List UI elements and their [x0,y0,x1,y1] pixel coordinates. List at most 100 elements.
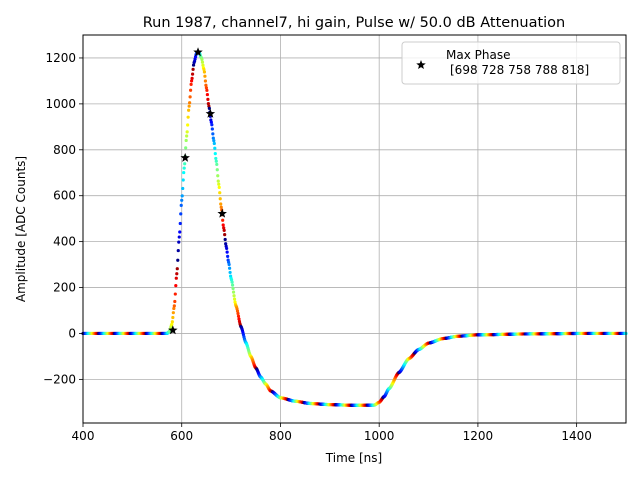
pulse-point [215,162,219,167]
pulse-point [223,237,227,242]
y-tick-label: 600 [53,189,76,203]
x-tick-label: 1000 [364,429,395,443]
pulse-point [216,174,220,178]
pulse-point [189,82,193,86]
y-tick-label: 400 [53,235,76,249]
pulse-point [181,178,185,182]
pulse-point [231,290,236,294]
pulse-point [190,72,195,76]
pulse-point [222,226,226,230]
pulse-point [221,223,225,227]
y-tick-label: 1200 [45,51,76,65]
pulse-point [188,95,192,99]
max-phase-star [205,108,216,118]
pulse-point [183,162,187,166]
pulse-point [212,141,216,146]
pulse-point [237,317,241,321]
y-tick-label: 0 [68,326,76,340]
pulse-point [230,283,235,287]
pulse-point [177,235,181,239]
pulse-point [185,134,189,138]
pulse-point [177,240,181,244]
x-tick-label: 400 [72,429,95,443]
pulse-point [211,132,215,136]
legend: Max Phase [698 728 758 788 818] [401,41,621,85]
y-tick-label: 1000 [45,97,76,111]
pulse-point [174,276,178,280]
pulse-point [182,170,186,175]
pulse-point [191,67,195,71]
x-tick-label: 600 [170,429,193,443]
pulse-point [170,322,174,326]
pulse-point [201,63,205,67]
pulse-point [174,284,178,288]
pulse-point [189,88,193,92]
max-phase-star [168,325,178,335]
pulse-point [219,202,223,206]
legend-star-icon [416,60,426,70]
pulse-curve-dots [81,50,628,407]
pulse-point [231,286,235,291]
pulse-point [230,280,234,284]
pulse-point [180,198,184,202]
pulse-point [214,156,218,161]
x-axis-ticks: 400 600 800 1000 1200 1400 [72,423,592,443]
pulse-point [190,79,194,83]
pulse-point [175,267,179,271]
pulse-point [204,86,209,90]
chart-title: Run 1987, channel7, hi gain, Pulse w/ 50… [143,15,566,31]
x-axis-label: Time [ns] [325,451,382,465]
pulse-point [228,270,232,275]
pulse-point [182,166,186,170]
x-tick-label: 1200 [463,429,494,443]
pulse-point [203,79,208,83]
pulse-point [212,139,216,143]
pulse-point [222,228,226,232]
pulse-point [236,311,240,316]
grid-lines [82,35,626,423]
pulse-point [186,115,190,119]
pulse-point [176,248,180,253]
legend-label-line2: [698 728 758 788 818] [450,63,589,77]
pulse-point [180,194,184,198]
pulse-point [184,138,188,143]
pulse-point [207,106,211,110]
pulse-point [218,191,222,195]
pulse-point [228,266,232,270]
pulse-point [179,203,183,207]
pulse-point [213,146,217,150]
pulse-point [211,136,215,140]
plot-frame [82,34,627,424]
pulse-point [227,262,231,267]
pulse-point [236,314,241,318]
pulse-point [172,306,176,311]
pulse-point [171,315,175,320]
pulse-point [175,272,179,276]
pulse-point [224,242,228,246]
pulse-point [203,74,207,78]
pulse-point [225,246,229,251]
pulse-point [223,233,227,237]
pulse-point [232,297,237,301]
pulse-point [217,185,221,189]
pulse-point [170,320,174,324]
y-axis-ticks: −200 0 200 400 600 800 1000 1200 [43,51,83,386]
pulse-point [209,120,213,124]
max-phase-markers [168,47,227,335]
pulse-point [235,309,240,313]
pulse-point [202,67,206,72]
legend-box [401,41,621,85]
pulse-point [193,57,197,61]
max-phase-star [217,208,227,218]
y-axis-label: Amplitude [ADC Counts] [14,156,28,302]
pulse-point [181,186,185,191]
pulse-point [200,57,204,62]
pulse-point [219,205,223,209]
x-tick-label: 1400 [561,429,592,443]
y-tick-label: −200 [43,372,76,386]
pulse-point [205,88,209,92]
pulse-point [185,130,189,134]
pulse-point [204,83,208,87]
pulse-point [206,97,210,101]
